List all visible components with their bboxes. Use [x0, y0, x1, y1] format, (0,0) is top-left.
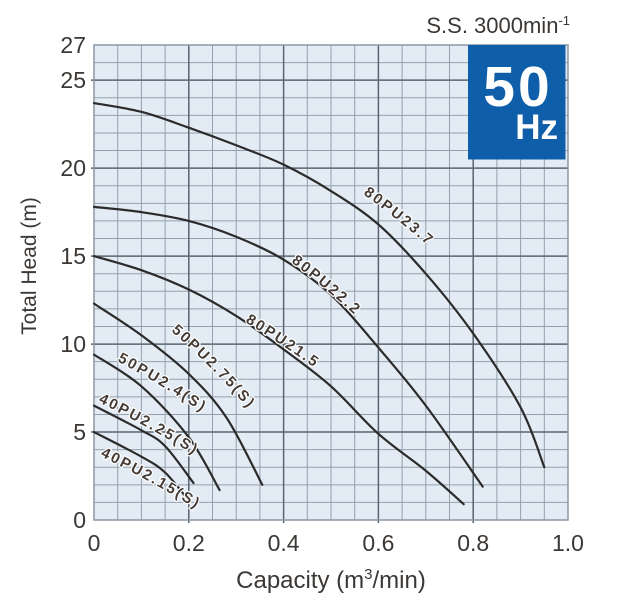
speed-rating-sup: -1: [558, 13, 570, 28]
speed-rating-label: S.S. 3000min-1: [426, 13, 570, 38]
badge-frequency-value: 50: [483, 55, 552, 119]
badge-frequency-unit: Hz: [515, 108, 558, 147]
y-tick-label-5: 5: [73, 419, 86, 445]
pump-curve-40PU2.15(S): [92, 430, 190, 502]
x-tick-label-0: 0: [88, 530, 101, 556]
plot-border: [93, 44, 569, 521]
y-tick-label-27: 27: [60, 32, 86, 58]
x-axis-title-post: /min): [373, 567, 426, 594]
pump-curve-50PU2.75(S): [92, 302, 264, 486]
x-axis-title: Capacity (m3/min): [236, 566, 426, 594]
y-axis-title: Total Head (m): [18, 197, 41, 335]
pump-curve-80PU23.7: [92, 101, 546, 469]
y-tick-label-0: 0: [73, 507, 86, 533]
x-axis-title-pre: Capacity (m: [236, 567, 364, 594]
x-axis-title-sup: 3: [364, 566, 372, 583]
frequency-badge-box: [468, 45, 566, 160]
x-tick-label-1.0: 1.0: [552, 530, 584, 556]
y-tick-label-20: 20: [60, 155, 86, 181]
speed-rating-base: S.S. 3000min: [426, 13, 558, 38]
grid-major: [91, 45, 568, 523]
pump-curves: [92, 101, 546, 506]
y-tick-label-15: 15: [60, 243, 86, 269]
x-tick-label-0.2: 0.2: [173, 530, 205, 556]
x-tick-label-0.6: 0.6: [362, 530, 394, 556]
pump-curve-80PU22.2: [92, 205, 484, 488]
axis-tick-labels: 0 5 10 15 20 25 27 0 0.2 0.4 0.6 0.8 1.0: [60, 32, 584, 556]
pump-curve-40PU2.25(S): [92, 404, 195, 485]
pump-curve-80PU21.5: [92, 255, 465, 506]
x-tick-label-0.4: 0.4: [268, 530, 300, 556]
y-tick-label-10: 10: [60, 331, 86, 357]
y-tick-label-25: 25: [60, 67, 86, 93]
x-tick-label-0.8: 0.8: [457, 530, 489, 556]
pump-curve-50PU2.4(S): [92, 353, 221, 492]
